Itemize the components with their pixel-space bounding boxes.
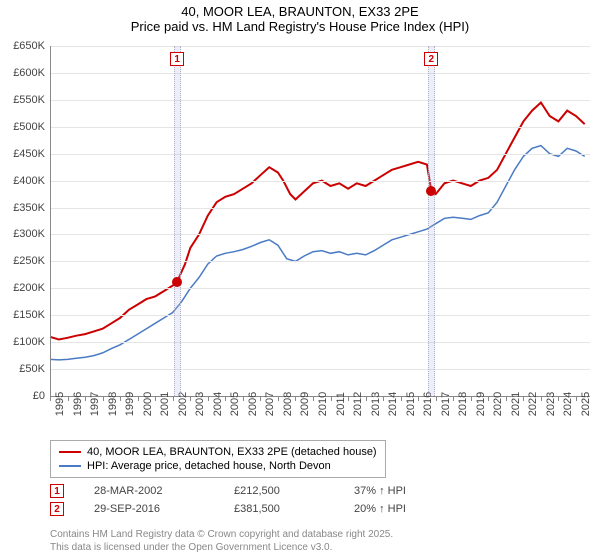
x-tick-label: 1997 <box>89 392 101 416</box>
gridline <box>50 315 590 316</box>
credits-line2: This data is licensed under the Open Gov… <box>50 541 393 554</box>
gridline <box>50 127 590 128</box>
y-tick-label: £300K <box>0 228 45 240</box>
legend-item: HPI: Average price, detached house, Nort… <box>59 459 377 473</box>
x-tick-label: 2010 <box>317 392 329 416</box>
sales-table: 1 28-MAR-2002 £212,500 37% ↑ HPI 2 29-SEP-201… <box>50 482 406 518</box>
x-tick-label: 1995 <box>54 392 66 416</box>
x-tick-label: 2015 <box>405 392 417 416</box>
credits-line1: Contains HM Land Registry data © Crown c… <box>50 528 393 541</box>
gridline <box>50 208 590 209</box>
chart-lines <box>50 46 590 396</box>
gridline <box>50 369 590 370</box>
gridline <box>50 261 590 262</box>
y-tick-label: £250K <box>0 255 45 267</box>
plot-area: £0£50K£100K£150K£200K£250K£300K£350K£400… <box>50 46 590 396</box>
x-tick-label: 2021 <box>510 392 522 416</box>
x-tick-label: 2003 <box>194 392 206 416</box>
y-tick-label: £400K <box>0 175 45 187</box>
y-tick-label: £0 <box>0 390 45 402</box>
x-tick-label: 2018 <box>457 392 469 416</box>
x-tick-label: 2000 <box>142 392 154 416</box>
x-tick-label: 2012 <box>352 392 364 416</box>
sale-record-row: 2 29-SEP-2016 £381,500 20% ↑ HPI <box>50 500 406 518</box>
legend-label: 40, MOOR LEA, BRAUNTON, EX33 2PE (detach… <box>87 446 377 458</box>
series-line <box>50 146 585 360</box>
sale-price: £381,500 <box>234 503 324 515</box>
gridline <box>50 181 590 182</box>
series-line <box>50 103 585 340</box>
x-tick-label: 1998 <box>107 392 119 416</box>
sale-hpi-delta: 20% ↑ HPI <box>354 503 406 515</box>
chart-title: 40, MOOR LEA, BRAUNTON, EX33 2PE <box>0 4 600 19</box>
sale-marker-box: 1 <box>170 52 184 66</box>
y-tick-label: £500K <box>0 121 45 133</box>
x-tick-label: 2011 <box>335 392 347 416</box>
y-tick-label: £350K <box>0 202 45 214</box>
sale-row-marker: 2 <box>50 502 64 516</box>
sale-marker-band <box>174 46 181 396</box>
sale-marker-box: 2 <box>424 52 438 66</box>
x-tick-label: 2023 <box>545 392 557 416</box>
y-tick-label: £450K <box>0 148 45 160</box>
legend-swatch <box>59 465 81 467</box>
x-tick-label: 1996 <box>72 392 84 416</box>
sale-dot <box>426 186 436 196</box>
y-tick-label: £100K <box>0 336 45 348</box>
x-tick-label: 2014 <box>387 392 399 416</box>
gridline <box>50 100 590 101</box>
sale-date: 29-SEP-2016 <box>94 503 204 515</box>
x-tick-label: 2025 <box>580 392 592 416</box>
x-tick-label: 2004 <box>212 392 224 416</box>
y-tick-label: £200K <box>0 282 45 294</box>
gridline <box>50 46 590 47</box>
sale-record-row: 1 28-MAR-2002 £212,500 37% ↑ HPI <box>50 482 406 500</box>
sale-date: 28-MAR-2002 <box>94 485 204 497</box>
x-tick-label: 2005 <box>229 392 241 416</box>
sale-marker-band <box>428 46 435 396</box>
x-tick-label: 2007 <box>264 392 276 416</box>
gridline <box>50 288 590 289</box>
x-tick-label: 2013 <box>370 392 382 416</box>
legend-item: 40, MOOR LEA, BRAUNTON, EX33 2PE (detach… <box>59 445 377 459</box>
x-tick-label: 2024 <box>562 392 574 416</box>
legend-box: 40, MOOR LEA, BRAUNTON, EX33 2PE (detach… <box>50 440 386 478</box>
chart-subtitle: Price paid vs. HM Land Registry's House … <box>0 19 600 34</box>
x-tick-label: 2022 <box>527 392 539 416</box>
x-tick-label: 2017 <box>440 392 452 416</box>
sale-hpi-delta: 37% ↑ HPI <box>354 485 406 497</box>
legend-label: HPI: Average price, detached house, Nort… <box>87 460 331 472</box>
x-tick-label: 2001 <box>159 392 171 416</box>
credits-text: Contains HM Land Registry data © Crown c… <box>50 528 393 554</box>
sale-price: £212,500 <box>234 485 324 497</box>
sale-dot <box>172 277 182 287</box>
x-tick-label: 2006 <box>247 392 259 416</box>
y-tick-label: £50K <box>0 363 45 375</box>
y-tick-label: £150K <box>0 309 45 321</box>
gridline <box>50 73 590 74</box>
y-tick-label: £650K <box>0 40 45 52</box>
x-tick-label: 2019 <box>475 392 487 416</box>
sale-row-marker: 1 <box>50 484 64 498</box>
x-tick-label: 1999 <box>124 392 136 416</box>
y-tick-label: £600K <box>0 67 45 79</box>
x-tick-label: 2008 <box>282 392 294 416</box>
gridline <box>50 234 590 235</box>
chart-header: 40, MOOR LEA, BRAUNTON, EX33 2PE Price p… <box>0 0 600 38</box>
gridline <box>50 154 590 155</box>
x-tick-label: 2009 <box>299 392 311 416</box>
legend-swatch <box>59 451 81 453</box>
y-tick-label: £550K <box>0 94 45 106</box>
gridline <box>50 342 590 343</box>
x-tick-label: 2020 <box>492 392 504 416</box>
